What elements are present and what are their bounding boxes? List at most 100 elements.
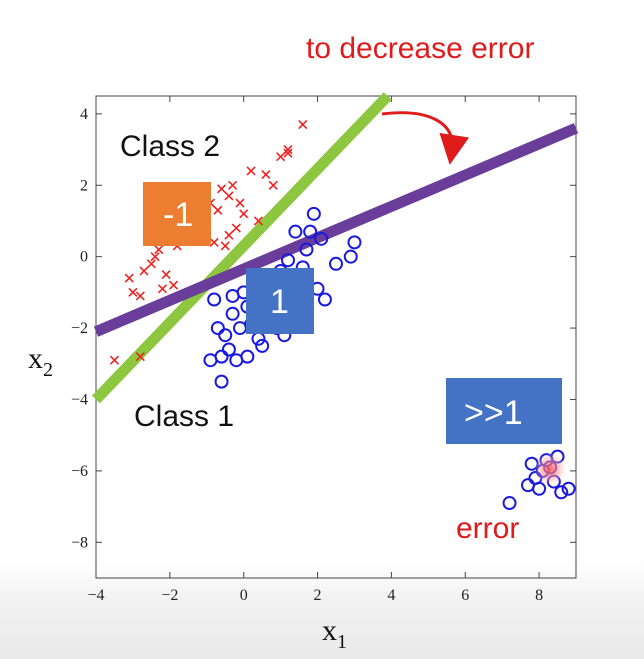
- x-stroke: [154, 244, 164, 255]
- class1-circle-point: [251, 331, 266, 346]
- box-negative-one-text: -1: [163, 196, 193, 234]
- y-tick-label: −6: [71, 463, 88, 480]
- x-stroke: [161, 269, 171, 280]
- class1-circle-point: [306, 206, 321, 221]
- class2-x-point: [261, 169, 271, 180]
- class2-x-point: [161, 269, 171, 280]
- class2-x-point: [124, 273, 134, 283]
- class2-x-point: [213, 205, 223, 215]
- x-stroke: [213, 205, 223, 215]
- class2-x-point: [139, 266, 149, 276]
- x-stroke: [124, 273, 134, 283]
- class1-circle-point: [561, 481, 576, 496]
- x-stroke: [128, 287, 138, 297]
- class2-label: Class 2: [120, 130, 220, 163]
- x-stroke: [157, 284, 168, 294]
- class1-circle-point: [521, 478, 535, 493]
- class1-circle-point: [299, 242, 314, 257]
- decision-lines: [92, 92, 579, 404]
- box-one: 1: [246, 268, 314, 334]
- class1-circle-point: [329, 256, 343, 271]
- class2-x-point: [135, 291, 145, 301]
- x-stroke: [268, 180, 278, 190]
- class1-circle-point: [210, 321, 225, 336]
- class1-circle-point: [343, 249, 358, 264]
- box-negative-one: -1: [143, 182, 211, 246]
- x-stroke: [276, 152, 286, 162]
- box-much-greater-one: >>1: [446, 378, 562, 444]
- class1-circle-point: [288, 224, 303, 239]
- class2-x-point: [283, 148, 293, 158]
- error-label: error: [456, 512, 519, 545]
- class2-x-point: [268, 180, 278, 190]
- x-stroke: [283, 144, 293, 155]
- x-stroke: [109, 355, 120, 365]
- y-tick-labels: −8 −6 −4 −2 0 2 4: [71, 106, 88, 551]
- class1-circle-point: [314, 231, 329, 246]
- x-stroke: [216, 184, 227, 194]
- x-stroke: [139, 266, 149, 276]
- class2-x-point: [128, 287, 138, 297]
- class1-circle-point: [303, 224, 318, 239]
- x-tick-labels: −4 −2 0 2 4 6 8: [87, 587, 543, 604]
- x-stroke: [135, 352, 145, 362]
- x-tick-label: −4: [87, 587, 104, 604]
- class1-circle-point: [255, 338, 270, 353]
- class2-x-point: [216, 184, 227, 194]
- class2-x-point: [246, 166, 256, 176]
- x-stroke: [253, 216, 264, 226]
- class2-x-point: [146, 259, 156, 269]
- x-stroke: [298, 119, 308, 130]
- decrease-error-arrow: [381, 111, 470, 165]
- class2-x-point: [224, 191, 234, 201]
- x-stroke: [235, 198, 245, 208]
- class2-x-point: [253, 216, 264, 226]
- class2-x-point: [239, 209, 249, 219]
- class2-x-point: [231, 223, 241, 233]
- class1-label: Class 1: [134, 400, 234, 433]
- y-tick-label: −4: [71, 391, 88, 408]
- x-stroke: [283, 148, 293, 158]
- x-stroke: [146, 259, 156, 269]
- class2-x-point: [228, 180, 238, 190]
- x-axis-title: x1: [322, 614, 347, 653]
- class2-x-point: [150, 252, 160, 262]
- y-tick-label: 0: [80, 249, 88, 266]
- class1-circle-point: [317, 292, 332, 307]
- x-stroke: [261, 169, 271, 180]
- class2-x-point: [276, 152, 286, 162]
- x-stroke: [135, 291, 145, 301]
- class1-circle-point: [207, 292, 222, 307]
- x-stroke: [231, 223, 241, 233]
- class1-circle-point: [221, 342, 236, 357]
- class1-circle-point: [502, 496, 517, 511]
- plot-frame: [95, 95, 577, 579]
- x-tick-label: 4: [387, 587, 395, 604]
- y-tick-label: 2: [80, 177, 88, 194]
- class1-circle-point: [214, 374, 229, 389]
- x-stroke: [246, 166, 256, 176]
- y-tick-label: 4: [80, 106, 88, 123]
- purple-boundary-line: [93, 123, 579, 337]
- x-stroke: [228, 180, 238, 190]
- class2-x-point: [157, 284, 168, 294]
- class2-x-point: [135, 352, 145, 362]
- class2-x-point: [168, 280, 179, 290]
- tick-marks: [95, 96, 576, 578]
- to-decrease-error-label: to decrease error: [306, 32, 534, 65]
- class2-x-point: [224, 230, 234, 240]
- class1-circle-point: [225, 288, 240, 303]
- class2-x-point: [235, 198, 245, 208]
- class2-x-point: [154, 244, 164, 255]
- box-one-text: 1: [270, 283, 289, 321]
- green-boundary-line: [92, 92, 392, 404]
- x-stroke: [150, 252, 160, 262]
- x-tick-label: 0: [240, 587, 248, 604]
- class1-circle-point: [281, 253, 295, 268]
- class1-circle-point: [240, 349, 255, 364]
- x-stroke: [239, 209, 249, 219]
- error-highlight: [534, 453, 567, 486]
- y-axis-title: x2: [28, 342, 53, 381]
